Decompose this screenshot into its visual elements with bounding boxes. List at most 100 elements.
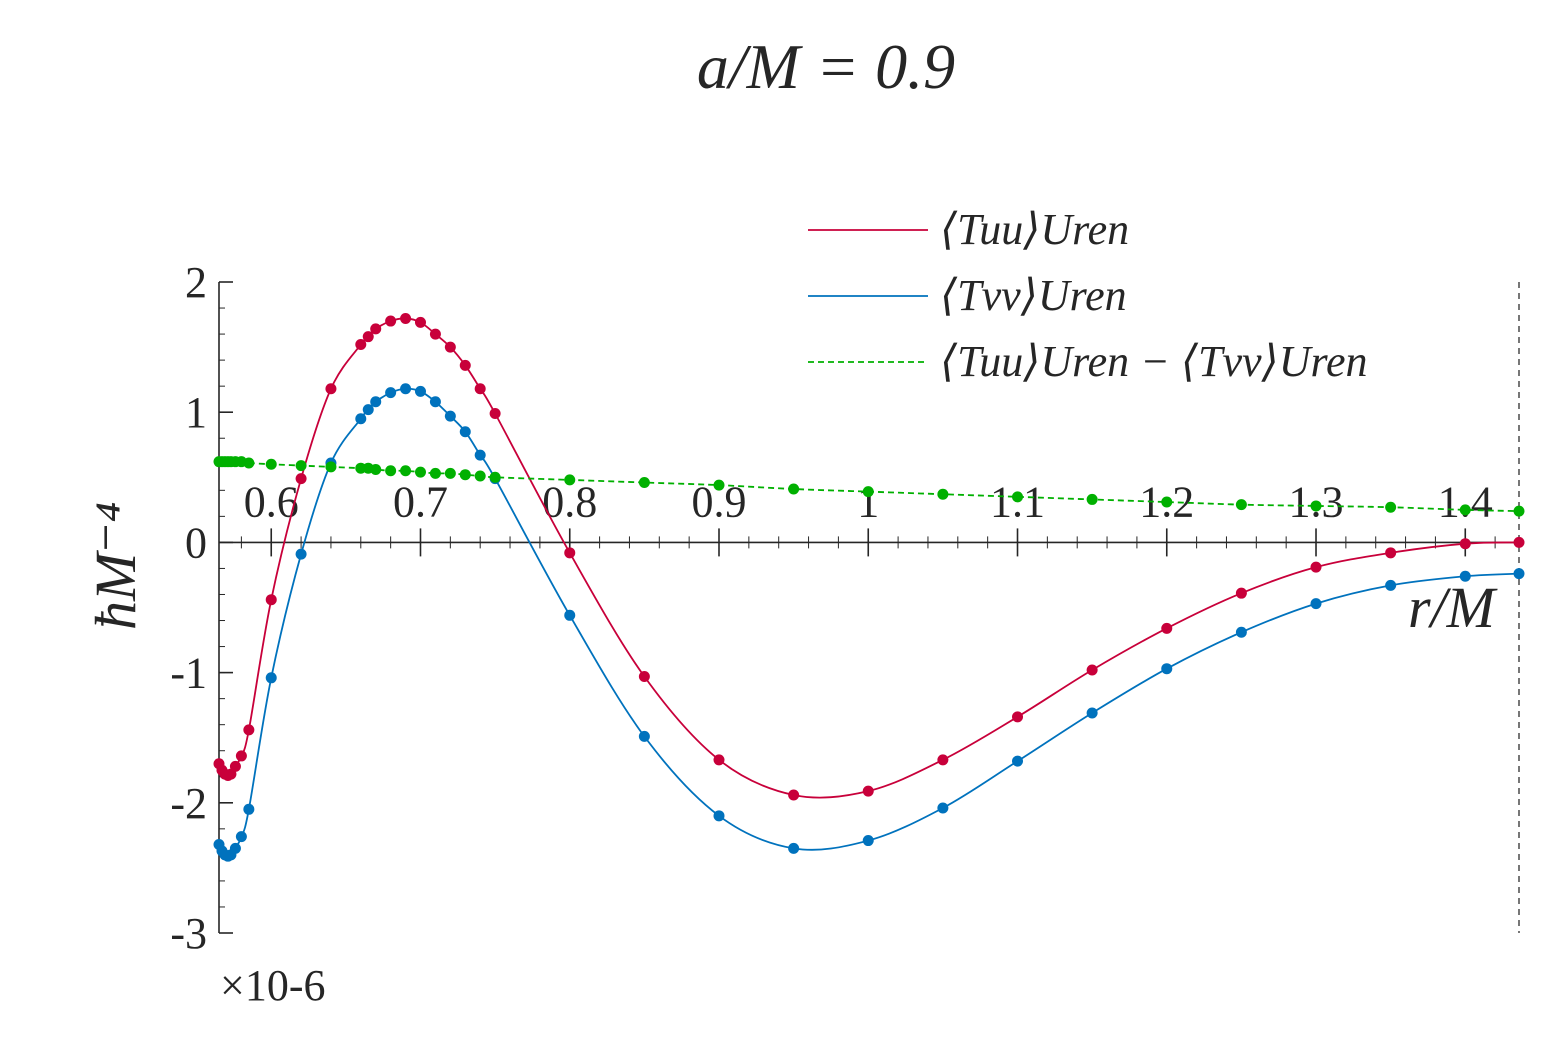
data-point-series-0 [1161,622,1173,634]
data-point-series-1 [788,842,800,854]
data-point-series-1 [243,803,255,815]
y-axis-multiplier: ×10-6 [220,961,325,1010]
data-point-series-0 [1086,664,1098,676]
data-point-series-0 [564,547,576,559]
data-point-series-0 [1513,536,1525,548]
data-point-series-1 [1086,707,1098,719]
y-tick-label: 2 [185,258,207,307]
data-point-series-0 [355,339,367,350]
data-point-series-1 [1513,568,1525,580]
data-point-series-2 [474,470,486,482]
series-line-0 [218,317,1520,799]
x-axis-label: r/M [1408,575,1498,640]
data-point-series-1 [1385,579,1397,591]
data-point-series-2 [564,474,576,486]
data-point-series-1 [937,802,949,814]
series-layer [213,312,1525,862]
data-point-series-0 [1385,547,1397,559]
data-point-series-0 [638,671,650,683]
data-point-series-1 [564,609,576,621]
data-point-series-0 [370,323,382,335]
data-point-series-2 [1161,496,1173,508]
data-point-series-1 [1459,570,1471,582]
data-point-series-1 [862,835,874,847]
data-point-series-0 [1235,587,1247,599]
data-point-series-0 [429,328,441,340]
data-point-series-0 [400,312,412,324]
data-point-series-2 [489,471,501,483]
data-point-series-0 [459,359,471,371]
data-point-series-0 [362,331,374,343]
data-point-series-1 [265,672,277,684]
data-point-series-0 [489,408,501,419]
x-tick-label: 1 [857,477,879,526]
data-point-series-0 [1459,538,1471,550]
data-point-series-2 [1012,491,1024,503]
y-tick-label: 1 [185,388,207,437]
data-point-series-1 [295,548,307,560]
y-axis-label: ħM⁻⁴ [83,502,148,630]
y-tick-label: 0 [185,518,207,567]
data-point-series-2 [1235,499,1247,511]
data-point-series-0 [1012,711,1024,723]
data-point-series-1 [474,449,486,461]
data-point-series-2 [1086,493,1098,505]
data-point-series-2 [429,467,441,479]
data-point-series-1 [229,842,241,854]
data-point-series-1 [1012,755,1024,767]
data-point-series-2 [295,460,307,472]
legend-label-2: ⟨Tuu⟩Uren − ⟨Tvv⟩Uren [940,337,1368,386]
data-point-series-2 [1459,504,1471,516]
legend-label-1: ⟨Tvv⟩Uren [940,271,1127,320]
data-point-series-0 [414,316,426,328]
y-tick-label: -3 [170,909,207,958]
data-point-series-0 [1310,561,1322,573]
data-point-series-2 [713,479,725,491]
data-point-series-2 [243,457,255,469]
data-point-series-2 [937,488,949,500]
data-point-series-0 [385,315,397,327]
data-point-series-0 [474,383,486,395]
data-point-series-2 [1385,501,1397,513]
axes: 210-1-2-30.60.70.80.911.11.21.31.4 [170,258,1520,958]
data-point-series-2 [788,483,800,495]
data-point-series-1 [400,383,412,395]
data-point-series-1 [355,413,367,425]
data-point-series-0 [243,724,255,736]
data-point-series-2 [1310,500,1322,512]
legend-label-0: ⟨Tuu⟩Uren [940,205,1129,254]
data-point-series-1 [1310,598,1322,610]
data-point-series-1 [459,426,471,438]
data-point-series-0 [444,341,456,353]
data-point-series-0 [713,754,725,766]
chart-title: a/M = 0.9 [697,31,955,102]
data-point-series-2 [414,466,426,478]
data-point-series-1 [638,730,650,742]
data-point-series-1 [362,404,374,416]
data-point-series-2 [385,465,397,477]
data-point-series-1 [1161,663,1173,675]
data-point-series-1 [235,831,247,843]
data-point-series-1 [1235,626,1247,638]
data-point-series-2 [444,467,456,479]
data-point-series-2 [370,463,382,475]
data-point-series-1 [385,387,397,399]
legend: ⟨Tuu⟩Uren ⟨Tvv⟩Uren ⟨Tuu⟩Uren − ⟨Tvv⟩Uren [808,205,1368,386]
data-point-series-2 [325,461,337,473]
data-point-series-1 [429,396,441,408]
data-point-series-2 [862,486,874,498]
data-point-series-1 [370,396,382,408]
data-point-series-0 [229,760,241,772]
data-point-series-2 [265,458,277,470]
data-point-series-0 [325,383,337,395]
data-point-series-2 [459,469,471,481]
data-point-series-2 [400,465,412,477]
data-point-series-2 [638,477,650,489]
data-point-series-1 [713,810,725,822]
data-point-series-2 [1513,505,1525,517]
data-point-series-1 [414,385,426,397]
data-point-series-0 [788,789,800,801]
data-point-series-0 [235,750,247,762]
